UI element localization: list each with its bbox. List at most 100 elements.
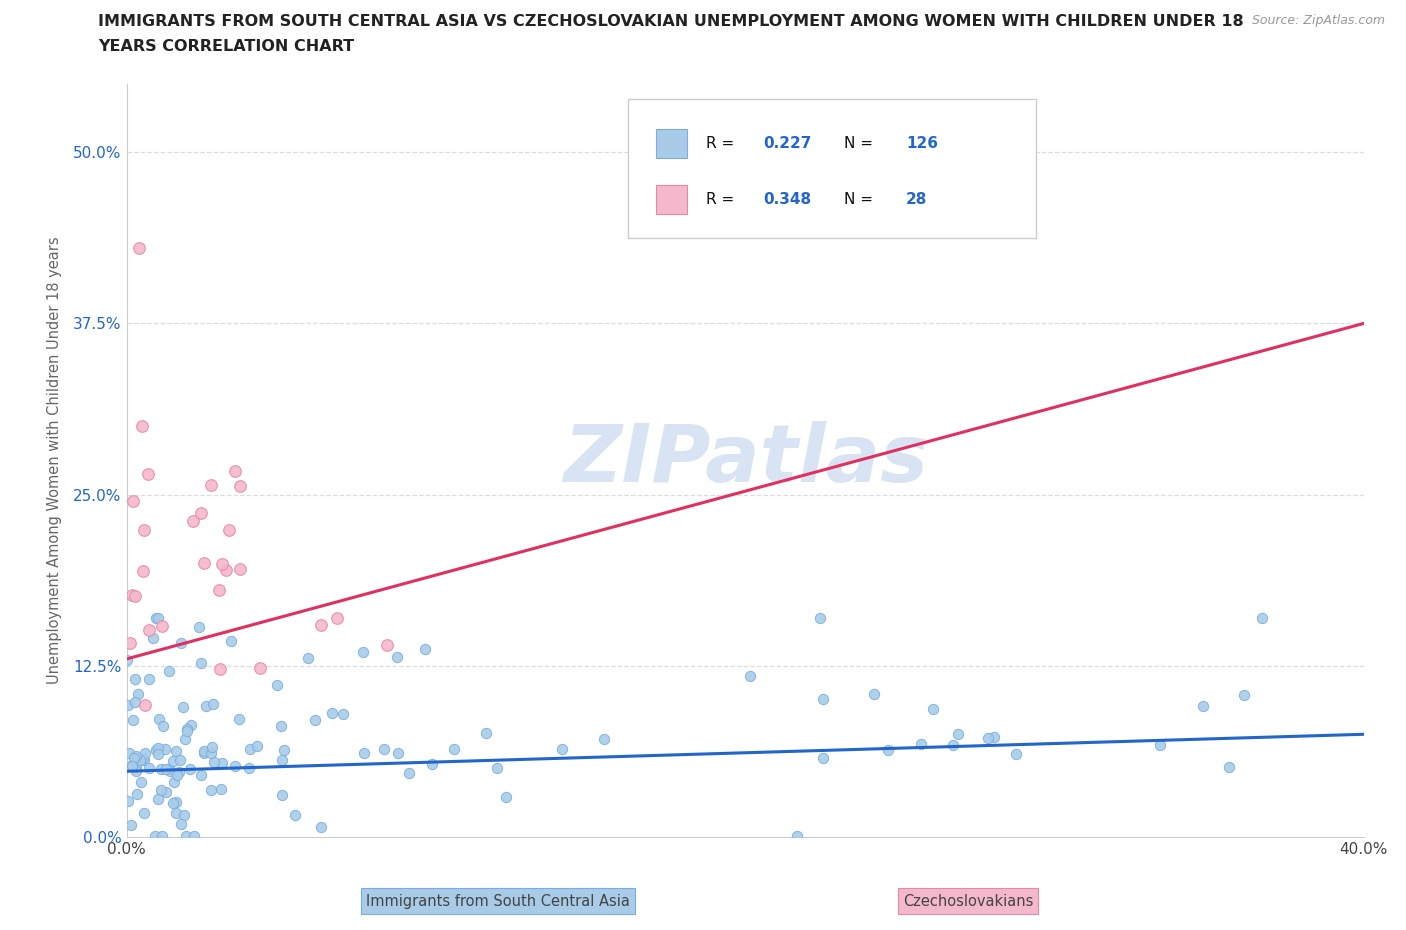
Point	[738, 669, 761, 684]
Point	[155, 741, 177, 756]
Point	[121, 759, 143, 774]
Point	[134, 523, 156, 538]
Point	[120, 817, 142, 832]
Point	[942, 737, 965, 752]
Point	[311, 618, 333, 632]
Point	[127, 786, 149, 801]
Point	[150, 829, 173, 844]
Point	[375, 637, 398, 652]
Point	[1149, 737, 1171, 752]
Text: IMMIGRANTS FROM SOUTH CENTRAL ASIA VS CZECHOSLOVAKIAN UNEMPLOYMENT AMONG WOMEN W: IMMIGRANTS FROM SOUTH CENTRAL ASIA VS CZ…	[98, 14, 1244, 29]
Point	[165, 744, 187, 759]
Point	[200, 782, 222, 797]
Text: ZIPatlas: ZIPatlas	[562, 421, 928, 499]
Point	[266, 677, 288, 692]
Point	[224, 759, 246, 774]
Point	[129, 775, 152, 790]
Point	[117, 698, 139, 712]
Text: 28: 28	[905, 193, 928, 207]
Point	[146, 610, 169, 625]
Point	[131, 418, 153, 433]
Point	[224, 464, 246, 479]
Point	[118, 635, 141, 650]
Point	[353, 746, 375, 761]
Point	[190, 505, 212, 520]
Point	[946, 726, 969, 741]
Point	[551, 742, 574, 757]
Point	[172, 699, 194, 714]
Point	[270, 752, 292, 767]
Point	[166, 768, 188, 783]
Point	[592, 731, 614, 746]
Bar	[657, 129, 688, 157]
Point	[229, 562, 252, 577]
Point	[169, 635, 191, 650]
Point	[150, 619, 173, 634]
Point	[863, 686, 886, 701]
Point	[495, 790, 517, 804]
Point	[194, 699, 217, 714]
Point	[132, 751, 155, 765]
Point	[138, 623, 160, 638]
Point	[155, 784, 177, 799]
Point	[159, 764, 181, 778]
Point	[352, 645, 374, 660]
Point	[134, 752, 156, 767]
Text: 0.348: 0.348	[763, 193, 811, 207]
Point	[124, 749, 146, 764]
Point	[165, 805, 187, 820]
Point	[249, 660, 271, 675]
Point	[124, 694, 146, 709]
Point	[387, 745, 409, 760]
Point	[228, 711, 250, 726]
Text: N =: N =	[844, 193, 873, 207]
Point	[181, 513, 204, 528]
Point	[1251, 610, 1274, 625]
Point	[143, 829, 166, 844]
Point	[283, 808, 305, 823]
Point	[125, 760, 148, 775]
Text: 0.227: 0.227	[763, 136, 813, 151]
Point	[138, 672, 160, 687]
Point	[443, 741, 465, 756]
Y-axis label: Unemployment Among Women with Children Under 18 years: Unemployment Among Women with Children U…	[46, 236, 62, 684]
Point	[134, 698, 156, 712]
Point	[321, 706, 343, 721]
FancyBboxPatch shape	[627, 99, 1036, 238]
Point	[179, 762, 201, 777]
Point	[145, 610, 167, 625]
Point	[124, 589, 146, 604]
Point	[132, 564, 155, 578]
Point	[910, 737, 932, 751]
Point	[297, 650, 319, 665]
Point	[811, 751, 834, 765]
Point	[169, 752, 191, 767]
Point	[311, 819, 333, 834]
Point	[157, 762, 180, 777]
Point	[387, 649, 409, 664]
Point	[176, 722, 198, 737]
Point	[152, 719, 174, 734]
Point	[200, 746, 222, 761]
Point	[200, 478, 222, 493]
Point	[183, 829, 205, 844]
Point	[155, 762, 177, 777]
Point	[202, 697, 225, 711]
Point	[238, 760, 260, 775]
Point	[273, 743, 295, 758]
Point	[142, 631, 165, 646]
Point	[1233, 688, 1256, 703]
Point	[201, 739, 224, 754]
Point	[193, 555, 215, 570]
Point	[193, 744, 215, 759]
Point	[148, 711, 170, 726]
Point	[190, 767, 212, 782]
Point	[326, 610, 349, 625]
Point	[162, 796, 184, 811]
Point	[121, 757, 143, 772]
Point	[118, 746, 141, 761]
Point	[420, 756, 443, 771]
Point	[162, 753, 184, 768]
Bar	[657, 185, 688, 214]
Point	[209, 781, 232, 796]
